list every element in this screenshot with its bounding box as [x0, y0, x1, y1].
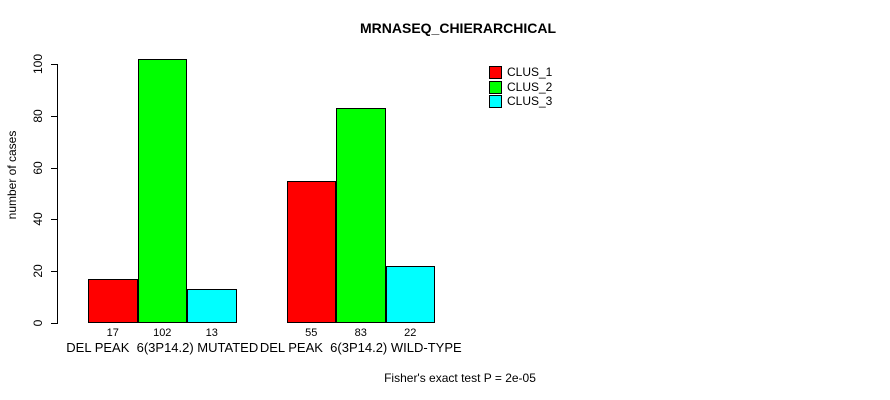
- y-tick: [51, 323, 57, 324]
- y-tick-label: 60: [31, 160, 45, 175]
- y-tick-label: 20: [31, 264, 45, 278]
- bar-value-label: 17: [106, 327, 119, 339]
- bar-clus_1-group2: [286, 180, 336, 323]
- bar-value-label: 22: [404, 327, 417, 339]
- bar-clus_3-group1: [187, 289, 237, 323]
- y-tick: [51, 271, 57, 273]
- y-axis-label: number of cases: [5, 130, 19, 220]
- fisher-test-annotation: Fisher's exact test P = 2e-05: [384, 371, 536, 385]
- y-tick: [51, 64, 57, 65]
- bar-clus_1-group1: [88, 278, 138, 323]
- bar-value-label: 55: [305, 327, 318, 339]
- legend-label-clus_3: CLUS_3: [507, 94, 553, 109]
- legend-swatch-clus_1: [489, 66, 502, 79]
- y-tick-label: 80: [31, 109, 45, 123]
- category-label: DEL PEAK 6(3P14.2) MUTATED: [66, 340, 259, 355]
- y-tick: [51, 115, 57, 117]
- legend-label-clus_1: CLUS_1: [507, 65, 553, 79]
- y-tick-label: 40: [31, 212, 45, 227]
- legend-swatch-clus_2: [489, 80, 502, 94]
- category-label: DEL PEAK 6(3P14.2) WILD-TYPE: [259, 340, 462, 355]
- y-axis-line: [57, 64, 58, 324]
- legend-swatch-clus_3: [489, 95, 502, 109]
- chart-title: MRNASEQ_CHIERARCHICAL: [359, 20, 557, 36]
- bar-value-label: 102: [153, 327, 172, 339]
- bar-clus_2-group1: [137, 58, 187, 323]
- y-tick: [51, 219, 57, 221]
- y-tick-label: 100: [31, 53, 45, 75]
- bar-clus_3-group2: [385, 266, 435, 323]
- legend-label-clus_2: CLUS_2: [507, 79, 553, 94]
- y-tick-label: 0: [31, 319, 45, 327]
- bar-value-label: 13: [205, 327, 218, 339]
- bar-value-label: 83: [354, 327, 367, 339]
- bar-clus_2-group2: [336, 108, 386, 323]
- y-tick: [51, 167, 57, 169]
